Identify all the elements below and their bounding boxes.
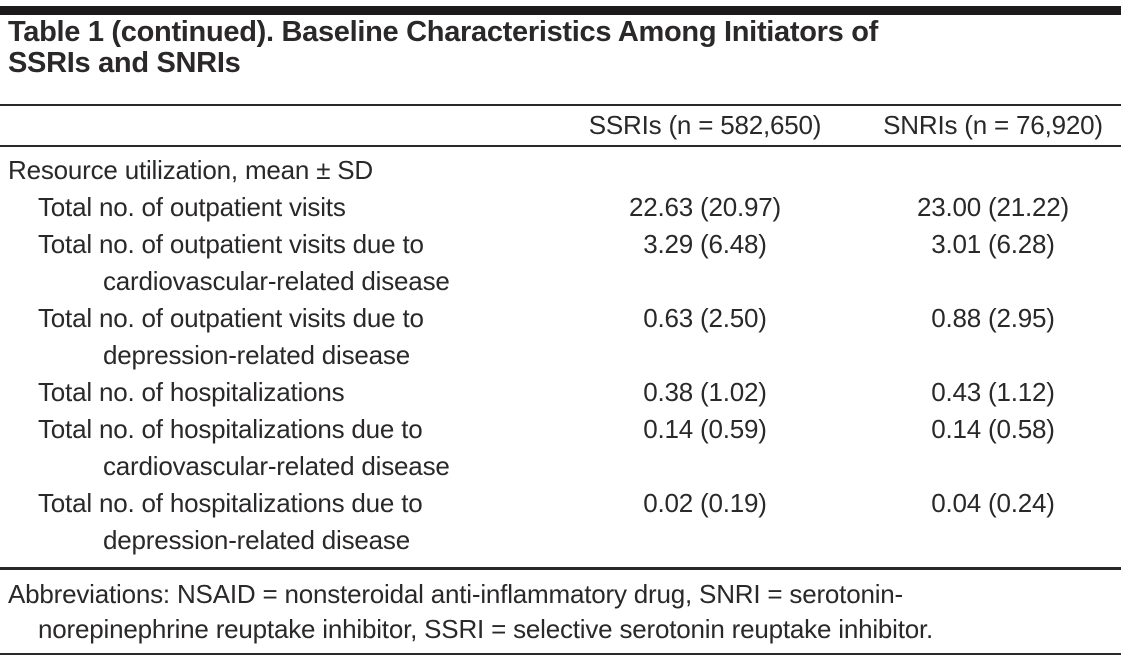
value-ssri: 0.02 (0.19) bbox=[643, 488, 767, 518]
row-label: Total no. of hospitalizations due to bbox=[38, 488, 423, 518]
column-header-snri: SNRIs (n = 76,920) bbox=[883, 110, 1103, 140]
section-label: Resource utilization, mean ± SD bbox=[8, 155, 374, 185]
footnote-line-2: norepinephrine reuptake inhibitor, SSRI … bbox=[38, 614, 934, 644]
table-row-hospitalizations-cardiovascular: Total no. of hospitalizations due to car… bbox=[0, 411, 1121, 485]
row-label-wrap: cardiovascular-related disease bbox=[103, 451, 450, 481]
table-title: Table 1 (continued). Baseline Characteri… bbox=[8, 17, 1113, 79]
top-rule-thick bbox=[0, 6, 1121, 15]
value-snri: 0.43 (1.12) bbox=[931, 377, 1055, 407]
row-label-wrap: depression-related disease bbox=[103, 340, 410, 370]
value-snri: 0.14 (0.58) bbox=[931, 414, 1055, 444]
rule-under-title bbox=[0, 104, 1121, 106]
table-row-hospitalizations: Total no. of hospitalizations 0.38 (1.02… bbox=[0, 374, 1121, 411]
table-title-line-2: SSRIs and SNRIs bbox=[8, 47, 241, 79]
row-label: Total no. of hospitalizations due to bbox=[38, 414, 423, 444]
section-row-resource-utilization: Resource utilization, mean ± SD bbox=[0, 152, 1121, 189]
table-row-outpatient-visits-depression: Total no. of outpatient visits due to de… bbox=[0, 300, 1121, 374]
table-title-line-1: Table 1 (continued). Baseline Characteri… bbox=[8, 16, 878, 48]
value-snri: 0.04 (0.24) bbox=[931, 488, 1055, 518]
footnote-line-1: Abbreviations: NSAID = nonsteroidal anti… bbox=[8, 579, 904, 609]
abbreviations-footnote: Abbreviations: NSAID = nonsteroidal anti… bbox=[0, 577, 1121, 647]
value-ssri: 22.63 (20.97) bbox=[628, 192, 782, 222]
column-header-spacer bbox=[0, 107, 545, 143]
value-snri: 3.01 (6.28) bbox=[931, 229, 1055, 259]
row-label: Total no. of outpatient visits due to bbox=[38, 229, 424, 259]
table-row-hospitalizations-depression: Total no. of hospitalizations due to dep… bbox=[0, 485, 1121, 559]
column-header-row: SSRIs (n = 582,650) SNRIs (n = 76,920) bbox=[0, 107, 1121, 143]
bottom-rule bbox=[0, 653, 1121, 655]
value-ssri: 0.63 (2.50) bbox=[643, 303, 767, 333]
rule-under-header bbox=[0, 145, 1121, 147]
row-label: Total no. of outpatient visits due to bbox=[38, 303, 424, 333]
row-label: Total no. of outpatient visits bbox=[38, 192, 346, 222]
value-ssri: 3.29 (6.48) bbox=[643, 229, 767, 259]
table-body: Resource utilization, mean ± SD Total no… bbox=[0, 152, 1121, 559]
row-label-wrap: depression-related disease bbox=[103, 525, 410, 555]
table-row-outpatient-visits-cardiovascular: Total no. of outpatient visits due to ca… bbox=[0, 226, 1121, 300]
rule-above-footnote bbox=[0, 567, 1121, 570]
column-header-ssri: SSRIs (n = 582,650) bbox=[588, 110, 822, 140]
value-ssri: 0.38 (1.02) bbox=[643, 377, 767, 407]
value-ssri: 0.14 (0.59) bbox=[643, 414, 767, 444]
row-label-wrap: cardiovascular-related disease bbox=[103, 266, 450, 296]
value-snri: 0.88 (2.95) bbox=[931, 303, 1055, 333]
value-snri: 23.00 (21.22) bbox=[916, 192, 1070, 222]
table-row-outpatient-visits: Total no. of outpatient visits 22.63 (20… bbox=[0, 189, 1121, 226]
row-label: Total no. of hospitalizations bbox=[38, 377, 345, 407]
